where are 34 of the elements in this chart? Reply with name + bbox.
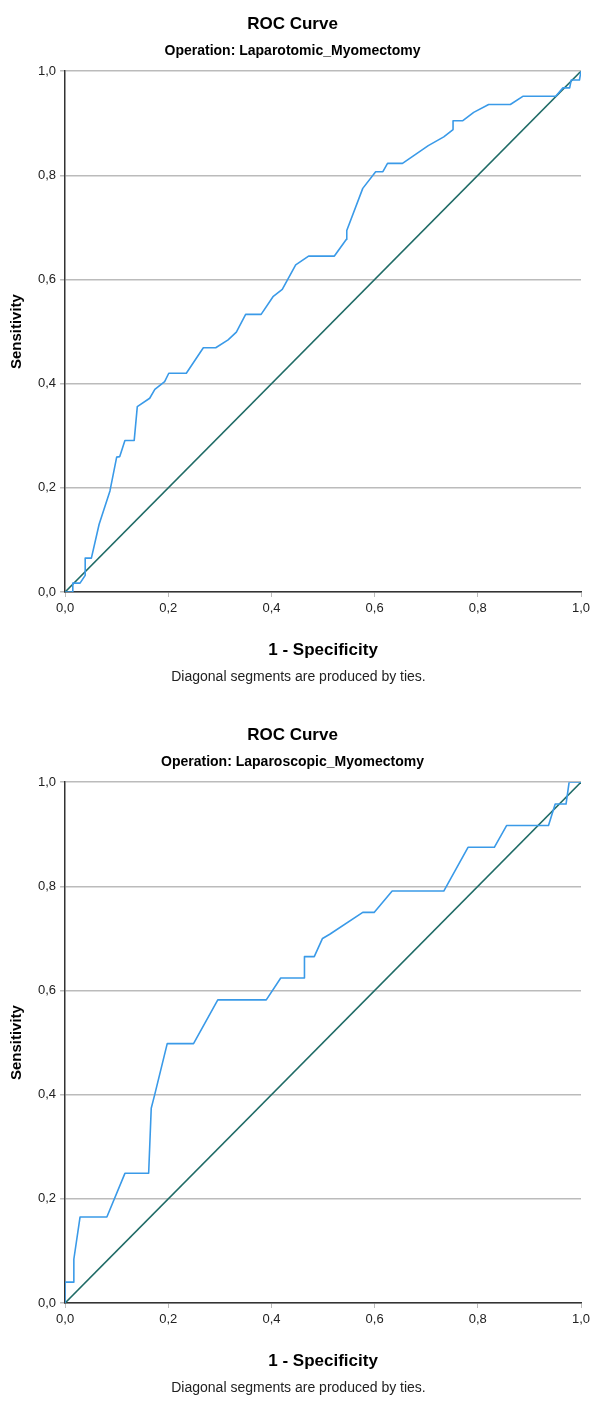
- y-tick-label: 0,2: [37, 479, 57, 495]
- x-tick-label: 0,8: [468, 600, 487, 616]
- y-tick-label: 0,6: [37, 271, 57, 287]
- y-tick-label: 1,0: [37, 62, 57, 78]
- y-tick-label: 0,0: [37, 1294, 57, 1310]
- x-tick-label: 0,6: [365, 600, 384, 616]
- y-tick-label: 0,4: [37, 1086, 57, 1102]
- chart-subtitle: Operation: Laparotomic_Myomectomy: [164, 41, 421, 58]
- y-tick-label: 0,8: [37, 166, 57, 182]
- x-tick-label: 1,0: [571, 1311, 591, 1327]
- x-tick-label: 0,6: [365, 1311, 384, 1327]
- y-tick-label: 0,4: [37, 375, 57, 391]
- x-tick-label: 0,4: [262, 1311, 281, 1327]
- x-tick-label: 0,0: [56, 600, 75, 616]
- text: Diagonal segments are produced by ties.: [170, 668, 427, 684]
- y-tick-label: 1,0: [37, 773, 57, 789]
- x-axis-title: 1 - Specificity: [268, 640, 379, 660]
- x-tick-label: 0,2: [159, 1311, 178, 1327]
- chart-subtitle: Operation: Laparoscopic_Myomectomy: [161, 752, 425, 769]
- x-tick-label: 0,0: [56, 1311, 75, 1327]
- x-tick-label: 0,2: [159, 600, 178, 616]
- y-tick-label: 0,6: [37, 982, 57, 998]
- chart-title: ROC Curve: [247, 13, 338, 33]
- y-tick-label: 0,2: [37, 1190, 57, 1206]
- x-tick-label: 0,4: [262, 600, 281, 616]
- y-tick-label: 0,8: [37, 877, 57, 893]
- text: Diagonal segments are produced by ties.: [170, 1379, 427, 1395]
- x-tick-label: 1,0: [571, 600, 591, 616]
- x-axis-title: 1 - Specificity: [268, 1351, 379, 1371]
- y-tick-label: 0,0: [37, 583, 57, 599]
- chart-title: ROC Curve: [247, 724, 338, 744]
- y-axis-title: Sensitivity: [7, 293, 25, 370]
- x-tick-label: 0,8: [468, 1311, 487, 1327]
- y-axis-title: Sensitivity: [7, 1004, 25, 1081]
